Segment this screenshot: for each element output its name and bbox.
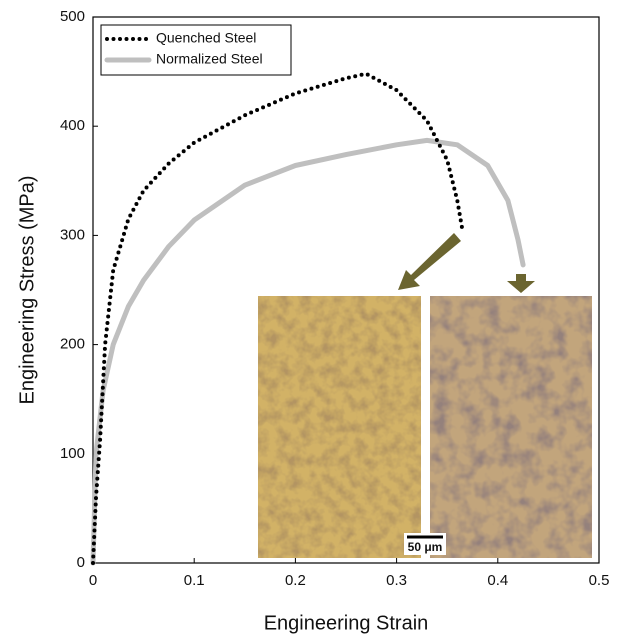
y-tick-label: 0 [77,554,85,571]
y-axis-label: Engineering Stress (MPa) [16,176,38,405]
y-tick-label: 500 [60,8,85,25]
x-tick-label: 0.4 [487,572,508,589]
scale-bar-label: 50 μm [408,540,443,554]
legend-box [100,24,292,76]
line-series [91,71,465,565]
arrow [398,233,461,290]
micrograph-normalized [430,296,592,558]
scale-bar: 50 μm [404,533,446,555]
y-tick-label: 300 [60,226,85,243]
arrow [507,274,535,293]
x-tick-label: 0.5 [589,572,610,589]
legend-label: Quenched Steel [156,30,256,46]
x-tick-label: 0.3 [386,572,407,589]
line-series [90,137,526,566]
x-tick-label: 0.2 [285,572,306,589]
y-tick-label: 400 [60,117,85,134]
y-tick-label: 100 [60,445,85,462]
legend-label: Normalized Steel [156,51,263,67]
x-axis-label: Engineering Strain [264,612,429,634]
legend: Quenched Steel Normalized Steel [100,24,292,76]
x-tick-label: 0.1 [184,572,205,589]
plot-area: 0 0.1 0.2 0.3 0.4 0.5 0 100 200 300 400 500 Quenched… [60,8,609,589]
x-tick-label: 0 [89,572,97,589]
plot-frame [92,16,600,564]
y-tick-label: 200 [60,336,85,353]
micrograph-quenched [258,296,421,558]
